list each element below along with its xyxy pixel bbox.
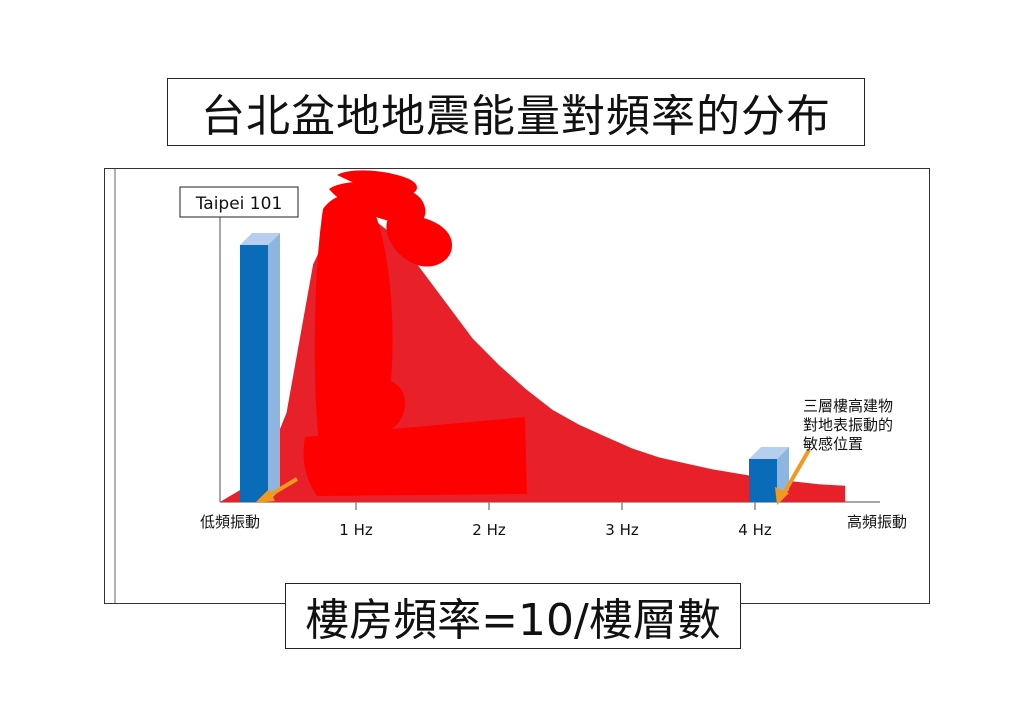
x-left-label: 低頻振動: [200, 513, 260, 531]
x-tick-label: 3 Hz: [605, 521, 639, 539]
three-story-annotation-line: 三層樓高建物: [803, 397, 893, 415]
arrow-to-4hz: [775, 448, 811, 505]
taipei101-label-box: [179, 186, 299, 218]
floor-frequency-formula: 樓房頻率=10/樓層數: [285, 583, 741, 649]
x-axis-labels: 1 Hz 2 Hz 3 Hz 4 Hz 低頻振動 高頻振動: [200, 502, 907, 539]
three-story-annotation-line: 對地表振動的: [803, 416, 893, 434]
chart-frame: Taipei 101 三層樓高建物對地表振動的敏感位置 1 Hz 2 Hz 3 Hz…: [104, 168, 930, 604]
x-right-label: 高頻振動: [847, 513, 907, 531]
three-story-annotation: 三層樓高建物對地表振動的敏感位置: [803, 397, 893, 453]
three-story-annotation-line: 敏感位置: [803, 435, 863, 453]
taipei101-label: Taipei 101: [195, 194, 283, 214]
arrow-to-low-frequency: [255, 477, 299, 503]
red-scribble-overlay: [303, 170, 527, 496]
x-tick-label: 1 Hz: [339, 521, 373, 539]
three-story-bar: [749, 447, 789, 502]
taipei101-bar: [240, 233, 280, 502]
x-tick-label: 2 Hz: [472, 521, 506, 539]
page-title: 台北盆地地震能量對頻率的分布: [167, 78, 865, 146]
energy-frequency-chart: Taipei 101 三層樓高建物對地表振動的敏感位置 1 Hz 2 Hz 3 Hz…: [114, 169, 907, 603]
x-tick-label: 4 Hz: [738, 521, 772, 539]
